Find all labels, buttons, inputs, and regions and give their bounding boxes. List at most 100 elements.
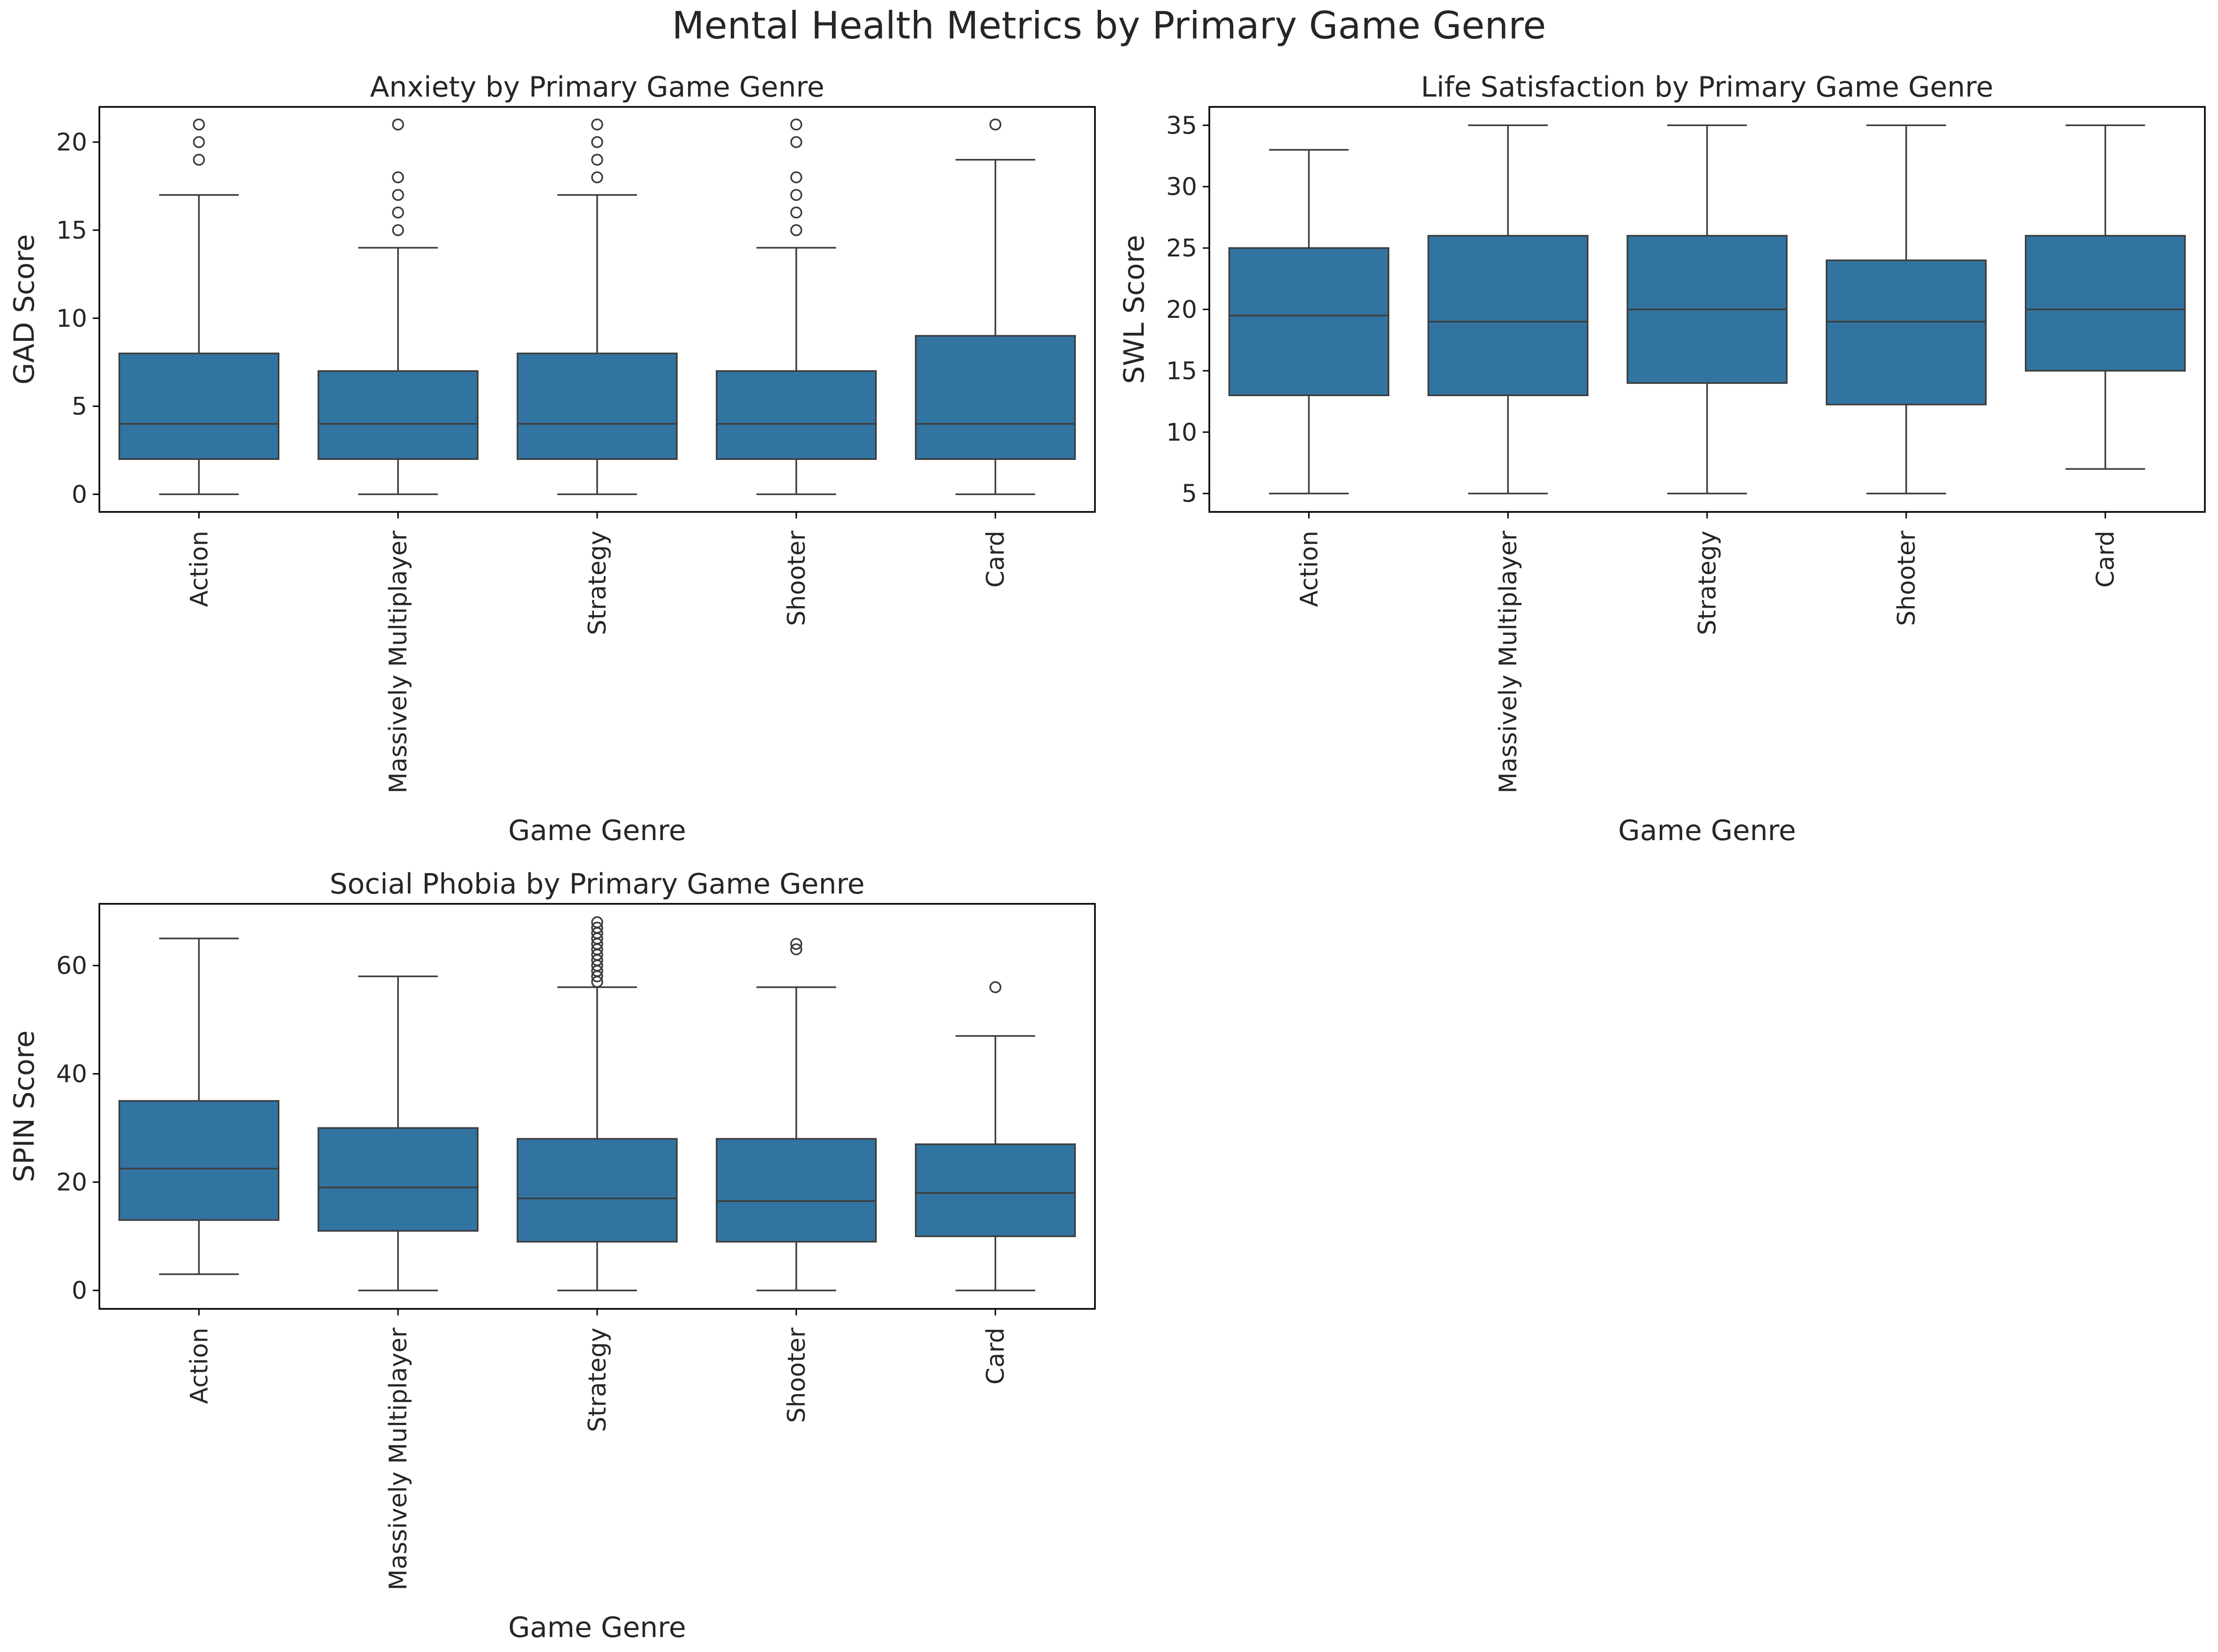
box-massively-multiplayer <box>317 976 479 1292</box>
iqr-box-strategy <box>517 1138 678 1243</box>
outlier-point-strategy <box>591 171 603 184</box>
y-tick-label: 25 <box>1166 234 1197 263</box>
y-tick-label: 35 <box>1166 112 1197 140</box>
x-tick-label-action: Action <box>185 1328 213 1404</box>
outlier-point-strategy <box>591 916 603 929</box>
y-tick-label: 20 <box>56 128 87 157</box>
box-card <box>914 118 1076 496</box>
y-tick-label: 40 <box>56 1060 87 1089</box>
y-tick-label: 5 <box>1182 480 1197 508</box>
outlier-point-shooter <box>790 118 802 131</box>
subplot-2: Life Satisfaction by Primary Game Genre S… <box>1118 71 2206 847</box>
y-tick-label: 10 <box>1166 419 1197 447</box>
iqr-box-card <box>2024 235 2186 372</box>
outlier-point-card <box>989 981 1002 993</box>
outlier-point-shooter <box>790 189 802 201</box>
x-tick-label-strategy: Strategy <box>1693 531 1722 635</box>
y-axis-label: GAD Score <box>8 234 41 385</box>
x-tick-label-card: Card <box>2092 531 2120 588</box>
x-tick-label-shooter: Shooter <box>783 530 811 626</box>
x-tick-label-massively-multiplayer: Massively Multiplayer <box>1494 530 1522 793</box>
outlier-point-massively-multiplayer <box>392 224 404 236</box>
iqr-box-action <box>1228 247 1390 397</box>
outlier-point-massively-multiplayer <box>392 118 404 131</box>
x-tick-label-shooter: Shooter <box>783 1327 811 1423</box>
outlier-point-shooter <box>790 171 802 184</box>
box-action <box>118 118 280 496</box>
x-tick-label-massively-multiplayer: Massively Multiplayer <box>384 1327 412 1590</box>
y-tick-label: 20 <box>1166 296 1197 324</box>
y-tick-label: 30 <box>1166 173 1197 201</box>
outlier-point-action <box>193 136 205 148</box>
y-tick-label: 10 <box>56 305 87 333</box>
subplot-title: Life Satisfaction by Primary Game Genre <box>1421 71 1993 104</box>
outlier-point-strategy <box>591 136 603 148</box>
iqr-box-shooter <box>716 1138 877 1243</box>
iqr-box-shooter <box>1826 259 1987 405</box>
x-axis-label: Game Genre <box>508 814 686 847</box>
x-tick-label-strategy: Strategy <box>584 531 612 635</box>
x-tick-label-massively-multiplayer: Massively Multiplayer <box>384 530 412 793</box>
box-shooter <box>716 118 877 496</box>
subplot-3: Social Phobia by Primary Game Genre SPIN … <box>8 868 1096 1644</box>
subplot-title: Anxiety by Primary Game Genre <box>370 71 824 104</box>
iqr-box-massively-multiplayer <box>317 1127 479 1232</box>
y-tick-label: 15 <box>1166 357 1197 385</box>
x-tick-label-card: Card <box>982 531 1010 588</box>
y-tick-label: 0 <box>72 1277 87 1305</box>
figure-suptitle: Mental Health Metrics by Primary Game Ge… <box>672 4 1546 47</box>
iqr-box-strategy <box>517 353 678 460</box>
iqr-box-massively-multiplayer <box>1427 235 1589 397</box>
iqr-box-massively-multiplayer <box>317 370 479 460</box>
box-shooter <box>1826 124 1987 495</box>
outlier-point-shooter <box>790 938 802 950</box>
outlier-point-shooter <box>790 206 802 219</box>
axes-frame <box>1208 106 2206 513</box>
y-axis-label: SPIN Score <box>8 1030 41 1182</box>
box-action <box>118 938 280 1275</box>
axes-frame <box>98 106 1096 513</box>
iqr-box-action <box>118 1100 280 1221</box>
box-strategy <box>517 118 678 496</box>
box-strategy <box>517 916 678 1292</box>
outlier-point-strategy <box>591 153 603 166</box>
box-massively-multiplayer <box>1427 124 1589 495</box>
iqr-box-shooter <box>716 370 877 460</box>
y-tick-label: 20 <box>56 1169 87 1197</box>
x-axis-label: Game Genre <box>1618 814 1796 847</box>
subplot-title: Social Phobia by Primary Game Genre <box>330 868 864 901</box>
outlier-point-massively-multiplayer <box>392 189 404 201</box>
x-axis-label: Game Genre <box>508 1611 686 1644</box>
outlier-point-massively-multiplayer <box>392 206 404 219</box>
outlier-point-action <box>193 153 205 166</box>
x-tick-label-action: Action <box>1295 531 1323 607</box>
box-shooter <box>716 938 877 1292</box>
x-tick-label-strategy: Strategy <box>584 1328 612 1432</box>
y-tick-label: 15 <box>56 217 87 245</box>
outlier-point-card <box>989 118 1002 131</box>
x-tick-label-shooter: Shooter <box>1893 530 1921 626</box>
box-card <box>2024 124 2186 470</box>
box-massively-multiplayer <box>317 118 479 496</box>
y-tick-label: 5 <box>72 393 87 421</box>
axes-frame <box>98 903 1096 1310</box>
box-card <box>914 981 1076 1292</box>
box-action <box>1228 149 1390 495</box>
outlier-point-strategy <box>591 118 603 131</box>
outlier-point-shooter <box>790 224 802 236</box>
y-axis-label: SWL Score <box>1118 235 1151 384</box>
outlier-point-massively-multiplayer <box>392 171 404 184</box>
x-tick-label-action: Action <box>185 531 213 607</box>
y-tick-label: 60 <box>56 952 87 980</box>
outlier-point-strategy <box>591 922 603 934</box>
outlier-point-shooter <box>790 943 802 955</box>
iqr-box-action <box>118 353 280 460</box>
iqr-box-card <box>914 335 1076 460</box>
iqr-box-card <box>914 1143 1076 1237</box>
x-tick-label-card: Card <box>982 1328 1010 1385</box>
outlier-point-action <box>193 118 205 131</box>
y-tick-label: 0 <box>72 481 87 509</box>
subplots: Anxiety by Primary Game Genre GAD Score Ga… <box>8 71 2206 1644</box>
